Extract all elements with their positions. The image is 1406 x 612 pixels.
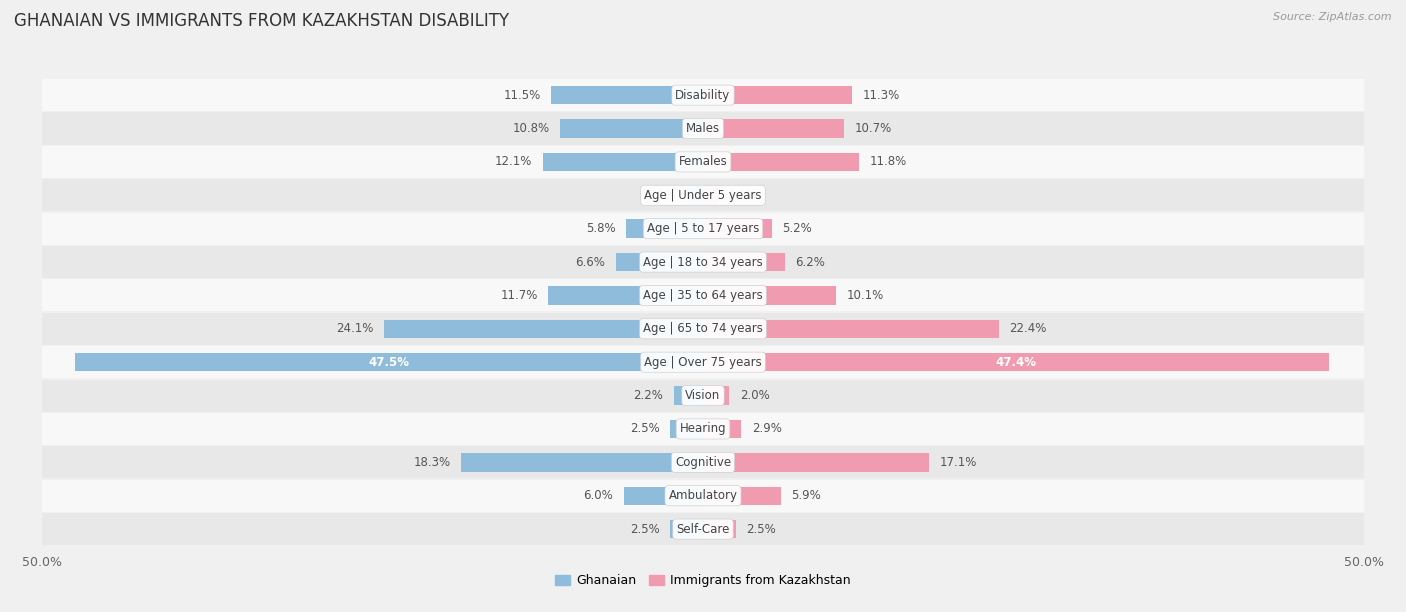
- Bar: [35, 379, 1371, 412]
- Text: 11.7%: 11.7%: [501, 289, 537, 302]
- Bar: [35, 446, 1371, 479]
- Text: 2.0%: 2.0%: [740, 389, 769, 402]
- Text: 6.2%: 6.2%: [796, 256, 825, 269]
- Bar: [703, 386, 730, 405]
- Bar: [548, 286, 703, 305]
- Bar: [35, 212, 1371, 245]
- Text: 1.2%: 1.2%: [647, 188, 676, 202]
- Bar: [688, 186, 703, 204]
- Text: Vision: Vision: [685, 389, 721, 402]
- Bar: [703, 420, 741, 438]
- Text: 6.6%: 6.6%: [575, 256, 605, 269]
- Bar: [35, 246, 1371, 278]
- Bar: [624, 487, 703, 505]
- Bar: [35, 179, 1371, 211]
- Text: 2.2%: 2.2%: [634, 389, 664, 402]
- Bar: [673, 386, 703, 405]
- Bar: [461, 453, 703, 471]
- Bar: [703, 119, 845, 138]
- Text: GHANAIAN VS IMMIGRANTS FROM KAZAKHSTAN DISABILITY: GHANAIAN VS IMMIGRANTS FROM KAZAKHSTAN D…: [14, 12, 509, 30]
- Bar: [703, 86, 852, 104]
- Bar: [35, 346, 1371, 378]
- Bar: [703, 520, 737, 539]
- Text: 18.3%: 18.3%: [413, 456, 450, 469]
- Bar: [35, 113, 1371, 144]
- Text: 5.8%: 5.8%: [586, 222, 616, 235]
- Bar: [703, 453, 929, 471]
- Text: Age | 18 to 34 years: Age | 18 to 34 years: [643, 256, 763, 269]
- Text: 17.1%: 17.1%: [939, 456, 977, 469]
- Bar: [703, 353, 1330, 371]
- Text: 24.1%: 24.1%: [336, 323, 374, 335]
- Text: 10.1%: 10.1%: [846, 289, 884, 302]
- Bar: [703, 487, 780, 505]
- Bar: [35, 79, 1371, 111]
- Text: 11.3%: 11.3%: [863, 89, 900, 102]
- Legend: Ghanaian, Immigrants from Kazakhstan: Ghanaian, Immigrants from Kazakhstan: [550, 569, 856, 592]
- Bar: [669, 520, 703, 539]
- Bar: [35, 480, 1371, 512]
- Bar: [626, 220, 703, 238]
- Bar: [35, 313, 1371, 345]
- Text: 12.1%: 12.1%: [495, 155, 533, 168]
- Bar: [703, 253, 785, 271]
- Bar: [35, 280, 1371, 312]
- Text: Ambulatory: Ambulatory: [668, 489, 738, 502]
- Bar: [35, 513, 1371, 545]
- Bar: [560, 119, 703, 138]
- Text: 1.1%: 1.1%: [728, 188, 758, 202]
- Text: 47.5%: 47.5%: [368, 356, 409, 368]
- Text: Age | Under 5 years: Age | Under 5 years: [644, 188, 762, 202]
- Text: 11.8%: 11.8%: [869, 155, 907, 168]
- Text: Age | 35 to 64 years: Age | 35 to 64 years: [643, 289, 763, 302]
- Text: 2.5%: 2.5%: [630, 422, 659, 436]
- Text: Cognitive: Cognitive: [675, 456, 731, 469]
- Text: Females: Females: [679, 155, 727, 168]
- Bar: [703, 186, 717, 204]
- Bar: [703, 319, 1000, 338]
- Bar: [703, 220, 772, 238]
- Text: Age | 65 to 74 years: Age | 65 to 74 years: [643, 323, 763, 335]
- Text: Males: Males: [686, 122, 720, 135]
- Text: 11.5%: 11.5%: [503, 89, 540, 102]
- Text: Source: ZipAtlas.com: Source: ZipAtlas.com: [1274, 12, 1392, 22]
- Text: 2.5%: 2.5%: [630, 523, 659, 536]
- Text: 10.8%: 10.8%: [513, 122, 550, 135]
- Bar: [543, 153, 703, 171]
- Bar: [703, 286, 837, 305]
- Text: 22.4%: 22.4%: [1010, 323, 1047, 335]
- Bar: [35, 146, 1371, 178]
- Text: Self-Care: Self-Care: [676, 523, 730, 536]
- Text: Disability: Disability: [675, 89, 731, 102]
- Bar: [384, 319, 703, 338]
- Bar: [35, 413, 1371, 445]
- Text: 10.7%: 10.7%: [855, 122, 893, 135]
- Text: Age | Over 75 years: Age | Over 75 years: [644, 356, 762, 368]
- Text: 2.5%: 2.5%: [747, 523, 776, 536]
- Bar: [76, 353, 703, 371]
- Text: Age | 5 to 17 years: Age | 5 to 17 years: [647, 222, 759, 235]
- Bar: [669, 420, 703, 438]
- Text: 5.2%: 5.2%: [782, 222, 813, 235]
- Text: 5.9%: 5.9%: [792, 489, 821, 502]
- Text: 2.9%: 2.9%: [752, 422, 782, 436]
- Text: 6.0%: 6.0%: [583, 489, 613, 502]
- Bar: [616, 253, 703, 271]
- Bar: [551, 86, 703, 104]
- Bar: [703, 153, 859, 171]
- Text: 47.4%: 47.4%: [995, 356, 1036, 368]
- Text: Hearing: Hearing: [679, 422, 727, 436]
